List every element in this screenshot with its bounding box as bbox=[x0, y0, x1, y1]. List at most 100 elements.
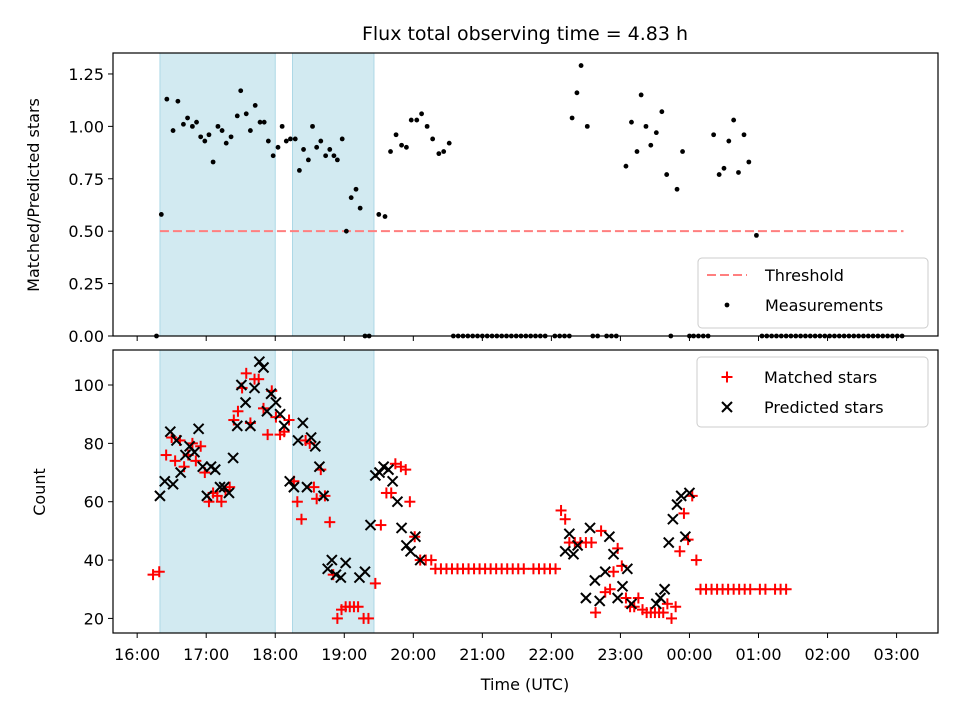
predicted-marker bbox=[248, 382, 261, 394]
measurement-point bbox=[746, 159, 752, 165]
predicted-marker bbox=[400, 539, 413, 552]
predicted-marker bbox=[174, 466, 187, 479]
measurement-point bbox=[711, 132, 717, 138]
matched-marker bbox=[550, 563, 562, 575]
measurement-point bbox=[202, 138, 208, 144]
measurement-point bbox=[206, 132, 212, 138]
measurement-point bbox=[301, 147, 306, 152]
predicted-marker bbox=[607, 548, 620, 560]
matched-marker bbox=[160, 449, 172, 461]
measurement-point bbox=[158, 212, 164, 217]
predicted-marker bbox=[580, 592, 592, 604]
measurement-point bbox=[327, 147, 333, 152]
predicted-marker bbox=[654, 592, 667, 604]
measurement-point bbox=[659, 109, 665, 115]
matched-marker bbox=[352, 601, 364, 613]
x-tick-label: 21:00 bbox=[459, 645, 505, 664]
matched-marker bbox=[759, 583, 771, 595]
measurement-point bbox=[623, 163, 629, 169]
predicted-marker bbox=[335, 571, 347, 584]
matched-marker bbox=[608, 566, 620, 578]
measurement-point bbox=[424, 123, 430, 129]
observing-interval-0 bbox=[159, 52, 276, 337]
predicted-marker bbox=[414, 554, 426, 566]
predicted-marker bbox=[373, 466, 386, 479]
matched-marker bbox=[404, 496, 416, 508]
measurement-point bbox=[634, 149, 640, 154]
measurement-point bbox=[348, 195, 354, 201]
measurement-point bbox=[643, 123, 649, 129]
predicted-marker bbox=[231, 420, 243, 432]
predicted-marker bbox=[584, 522, 596, 534]
predicted-marker bbox=[671, 498, 683, 511]
matched-marker bbox=[278, 426, 290, 438]
predicted-marker bbox=[278, 420, 290, 432]
measurement-point bbox=[653, 130, 659, 136]
predicted-marker bbox=[274, 408, 286, 420]
measurement-point bbox=[210, 159, 216, 165]
measurement-point bbox=[721, 165, 727, 171]
measurement-point bbox=[261, 119, 267, 125]
bottom-y-label: Count bbox=[30, 468, 49, 516]
predicted-marker bbox=[559, 545, 571, 558]
measurement-point bbox=[243, 111, 249, 117]
predicted-marker bbox=[179, 449, 192, 461]
measurement-point bbox=[664, 172, 670, 177]
matched-marker bbox=[657, 607, 669, 619]
predicted-marker bbox=[594, 595, 606, 607]
predicted-marker bbox=[382, 463, 395, 476]
predicted-marker bbox=[214, 481, 226, 493]
x-tick-label: 03:00 bbox=[874, 645, 920, 664]
measurement-point bbox=[247, 128, 253, 133]
predicted-marker bbox=[391, 496, 404, 508]
predicted-marker bbox=[154, 490, 166, 502]
measurement-point bbox=[334, 157, 340, 163]
measurement-point bbox=[388, 149, 393, 154]
predicted-marker bbox=[404, 545, 417, 558]
measurement-point bbox=[234, 113, 240, 119]
x-tick-label: 23:00 bbox=[597, 645, 643, 664]
top-y-label: Matched/Predicted stars bbox=[24, 98, 43, 292]
predicted-marker bbox=[675, 490, 687, 502]
y-tick-label: 1.00 bbox=[68, 117, 104, 136]
matched-marker bbox=[400, 464, 412, 476]
predicted-marker bbox=[339, 557, 352, 569]
predicted-marker bbox=[563, 528, 576, 540]
predicted-marker bbox=[589, 574, 601, 587]
measurement-point bbox=[629, 119, 634, 125]
y-tick-label: 20 bbox=[84, 609, 104, 628]
x-tick-label: 01:00 bbox=[735, 645, 781, 664]
matched-marker bbox=[585, 537, 597, 549]
measurement-point bbox=[339, 136, 345, 142]
predicted-marker bbox=[326, 554, 338, 566]
bottom-panel: 20 40 60 80 100 16:00 17:00 18:00 19:00 20:00 21:… bbox=[30, 349, 939, 694]
x-tick-label: 18:00 bbox=[252, 645, 298, 664]
top-legend: Threshold Measurements bbox=[697, 257, 929, 329]
predicted-marker bbox=[663, 536, 675, 549]
y-tick-label: 60 bbox=[84, 493, 104, 512]
predicted-marker bbox=[301, 481, 313, 493]
observing-intervals bbox=[159, 52, 375, 337]
matched-marker bbox=[690, 554, 702, 566]
matched-marker bbox=[147, 569, 159, 581]
x-tick-label: 19:00 bbox=[321, 645, 367, 664]
matched-marker bbox=[595, 525, 607, 537]
matched-marker bbox=[661, 598, 673, 610]
predicted-marker bbox=[167, 478, 179, 490]
y-tick-label: 0.50 bbox=[68, 222, 104, 241]
measurement-point bbox=[376, 212, 382, 217]
measurement-point bbox=[270, 153, 276, 159]
measurement-point bbox=[578, 63, 584, 68]
matched-marker bbox=[612, 542, 624, 554]
measurement-point bbox=[228, 134, 234, 140]
matched-marker bbox=[215, 496, 227, 508]
bottom-axes-frame bbox=[112, 349, 939, 634]
matched-marker bbox=[283, 414, 295, 426]
measurement-point bbox=[279, 123, 285, 129]
measurement-point bbox=[323, 153, 329, 159]
matched-marker bbox=[590, 607, 602, 619]
measurement-point bbox=[343, 228, 349, 234]
measurement-point bbox=[430, 136, 436, 142]
observing-intervals-bottom bbox=[159, 349, 375, 634]
predicted-marker bbox=[359, 566, 371, 578]
